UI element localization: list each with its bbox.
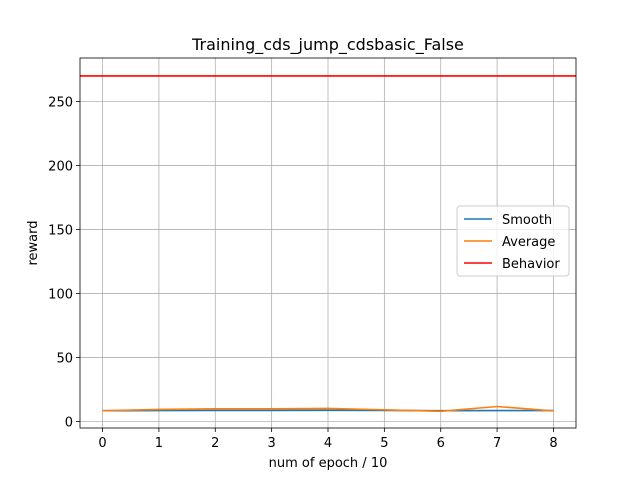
- y-tick-label: 250: [48, 96, 73, 111]
- x-tick-label: 7: [493, 436, 501, 451]
- y-tick-label: 0: [65, 416, 73, 431]
- series-line-average: [102, 405, 554, 413]
- legend-label-smooth: Smooth: [502, 213, 552, 228]
- x-tick-label: 3: [267, 436, 275, 451]
- legend-label-average: Average: [502, 235, 555, 250]
- y-tick-label: 100: [48, 288, 73, 303]
- legend-label-behavior: Behavior: [502, 257, 560, 272]
- x-axis-label: num of epoch / 10: [269, 456, 388, 471]
- x-tick-label: 6: [437, 436, 445, 451]
- x-tick-label: 4: [324, 436, 332, 451]
- y-tick-label: 150: [48, 224, 73, 239]
- chart-title: Training_cds_jump_cdsbasic_False: [191, 35, 464, 55]
- x-tick-label: 0: [98, 436, 106, 451]
- y-tick-label: 50: [56, 352, 73, 367]
- y-tick-label: 200: [48, 160, 73, 175]
- x-tick-label: 1: [155, 436, 163, 451]
- y-axis-label: reward: [26, 220, 41, 265]
- x-tick-label: 5: [380, 436, 388, 451]
- x-tick-label: 2: [211, 436, 219, 451]
- legend: Smooth Average Behavior: [456, 205, 570, 277]
- tick-layer: 0 1 2 3 4 5 6 7 8 0 50 100 150 200 250: [48, 96, 557, 451]
- legend-box: [456, 205, 570, 277]
- x-tick-label: 8: [549, 436, 557, 451]
- series-layer: [80, 75, 576, 413]
